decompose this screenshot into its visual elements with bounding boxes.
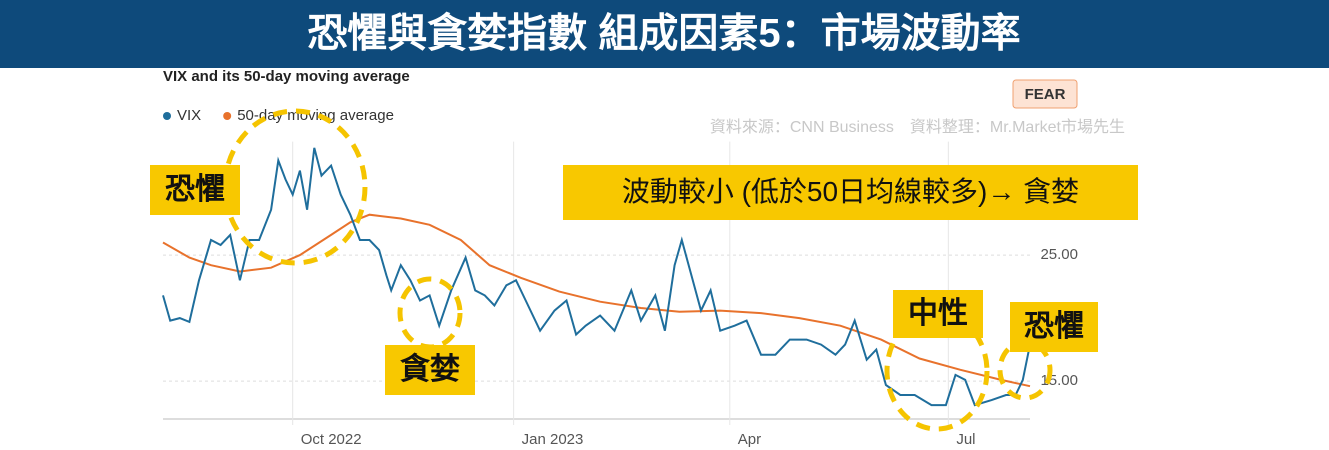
badge-box	[1012, 79, 1078, 109]
annotation-box	[893, 290, 983, 338]
annotation-text: 波動較小 (低於50日均線較多)→ 貪婪	[622, 176, 1079, 207]
x-tick-label: Oct 2022	[301, 431, 362, 448]
annotation-box	[1010, 302, 1098, 352]
legend-label: VIX	[177, 107, 201, 124]
chart-title: 恐懼與貪婪指數 組成因素5：市場波動率	[307, 11, 1020, 56]
x-tick-label: Apr	[738, 431, 761, 448]
annotation-box	[563, 165, 1138, 220]
series-line	[162, 147, 1031, 407]
annotation-text: 恐懼	[165, 173, 225, 206]
highlight-circle	[222, 108, 368, 266]
annotation-text: 貪婪	[400, 352, 460, 386]
header-bar	[0, 0, 1329, 68]
source: 資料來源：CNN Business 資料整理：Mr.Market市場先生	[710, 118, 1125, 136]
legend-marker	[163, 112, 171, 120]
annotation-text: 恐懼	[1024, 310, 1084, 343]
annotation-box	[150, 165, 240, 215]
highlight-circle	[397, 276, 463, 350]
legend-marker	[223, 112, 232, 120]
chart-subtitle: VIX and its 50-day moving average	[163, 68, 410, 85]
x-tick-label: Jan 2023	[522, 431, 584, 448]
y-tick-label: 25.00	[1040, 246, 1078, 263]
annotation-text: 中性	[908, 297, 968, 330]
badge: FEAR	[1025, 86, 1066, 103]
x-tick-label: Jul	[956, 431, 975, 448]
annotation-box	[385, 345, 475, 395]
